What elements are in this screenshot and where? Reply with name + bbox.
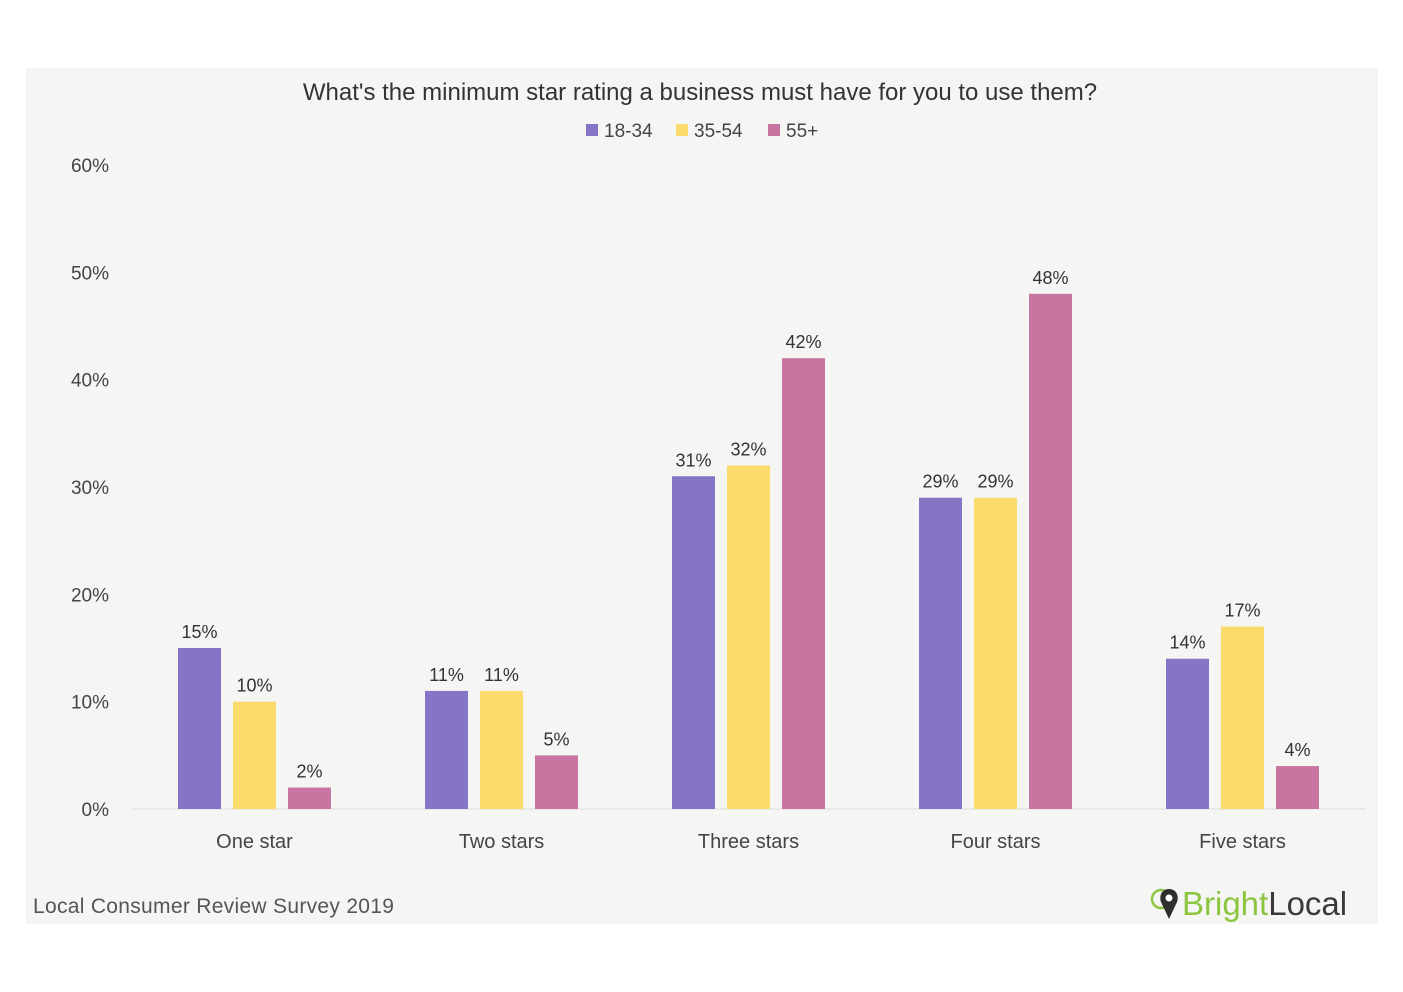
legend-swatch-0: [586, 124, 598, 136]
bar-one-star-1: [233, 701, 276, 809]
chart-panel: What's the minimum star rating a busines…: [26, 68, 1378, 924]
bars: 15% 10% 2% 11% 11% 5% 31% 32% 42% 29% 29% 48% 14% 17%…: [178, 268, 1319, 809]
y-tick-label: 60%: [71, 156, 109, 177]
legend-swatch-2: [768, 124, 780, 136]
data-label: 4%: [1284, 740, 1310, 760]
bar-three-stars-1: [727, 465, 770, 809]
y-tick-label: 50%: [71, 263, 109, 284]
brightlocal-logo[interactable]: Bright Local: [1150, 884, 1347, 924]
data-label: 29%: [977, 472, 1013, 492]
data-label: 48%: [1032, 268, 1068, 288]
source-caption: Local Consumer Review Survey 2019: [33, 895, 395, 918]
bar-five-stars-2: [1276, 766, 1319, 809]
legend-label-1: 35-54: [694, 121, 743, 142]
data-label: 29%: [922, 472, 958, 492]
bar-four-stars-2: [1029, 293, 1072, 809]
bar-three-stars-2: [782, 358, 825, 809]
y-tick-label: 0%: [82, 800, 110, 821]
bar-four-stars-0: [919, 497, 962, 809]
legend: 18-34 35-54 55+: [586, 121, 818, 142]
bar-two-stars-0: [425, 690, 468, 809]
y-tick-label: 10%: [71, 693, 109, 714]
x-tick-label: Four stars: [950, 831, 1040, 853]
data-label: 42%: [785, 332, 821, 352]
x-tick-label: One star: [216, 831, 293, 853]
data-label: 11%: [484, 665, 519, 685]
y-tick-label: 30%: [71, 478, 109, 499]
chart: What's the minimum star rating a busines…: [71, 79, 1366, 853]
legend-label-2: 55+: [786, 121, 818, 142]
bar-two-stars-2: [535, 755, 578, 809]
logo-text-bright: Bright: [1182, 885, 1269, 922]
y-tick-label: 20%: [71, 585, 109, 606]
x-tick-label: Two stars: [459, 831, 545, 853]
data-label: 14%: [1169, 633, 1205, 653]
data-label: 15%: [181, 622, 217, 642]
data-label: 5%: [543, 729, 569, 749]
y-tick-label: 40%: [71, 371, 109, 392]
bar-five-stars-0: [1166, 658, 1209, 809]
bar-four-stars-1: [974, 497, 1017, 809]
map-pin-icon: [1150, 888, 1178, 919]
bar-five-stars-1: [1221, 626, 1264, 809]
legend-label-0: 18-34: [604, 121, 653, 142]
x-tick-label: Five stars: [1199, 831, 1286, 853]
data-label: 31%: [675, 450, 711, 470]
data-label: 10%: [236, 676, 272, 696]
legend-swatch-1: [676, 124, 688, 136]
y-axis: 0% 10% 20% 30% 40% 50% 60%: [71, 156, 109, 821]
bar-three-stars-0: [672, 476, 715, 809]
data-label: 32%: [730, 440, 766, 460]
chart-title: What's the minimum star rating a busines…: [303, 79, 1097, 106]
x-axis: One star Two stars Three stars Four stars Fi…: [216, 831, 1286, 853]
data-label: 17%: [1224, 601, 1260, 621]
data-label: 11%: [429, 665, 464, 685]
bar-one-star-0: [178, 648, 221, 809]
bar-two-stars-1: [480, 690, 523, 809]
data-label: 2%: [296, 762, 322, 782]
logo-text-local: Local: [1268, 885, 1348, 922]
x-tick-label: Three stars: [698, 831, 799, 853]
bar-one-star-2: [288, 787, 331, 809]
